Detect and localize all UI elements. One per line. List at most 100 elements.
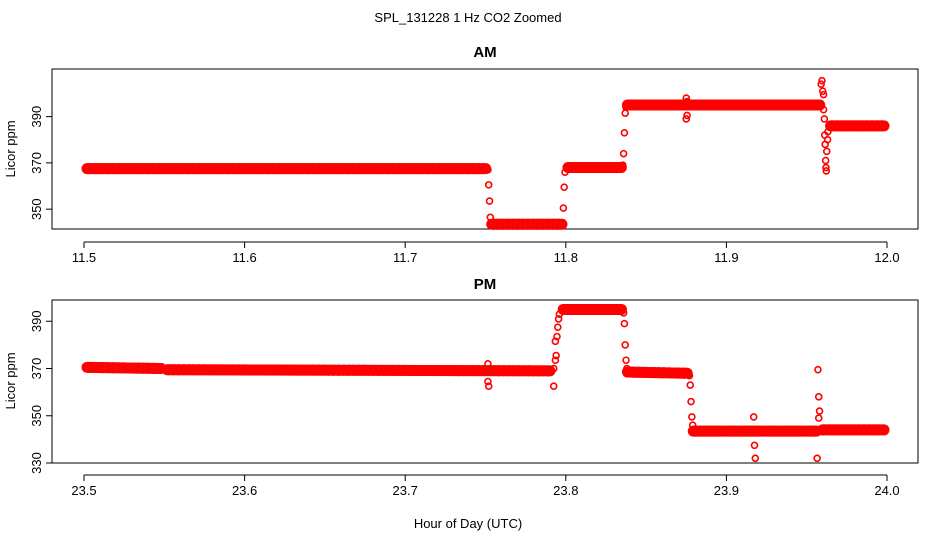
am-data-point <box>683 111 691 120</box>
am-data-point <box>622 103 630 112</box>
am-x-tick-label: 11.5 <box>72 250 96 265</box>
pm-data-point <box>813 454 821 463</box>
pm-panel: PM 23.5 23.6 23.7 23.8 23.9 24.0 330 350 370 390… <box>3 276 919 498</box>
pm-y-tick-label: 390 <box>29 310 44 332</box>
pm-y-axis-label: Licor ppm <box>3 352 18 409</box>
pm-data-point <box>685 371 694 380</box>
am-data-point <box>484 166 492 174</box>
am-y-axis: 350 370 390 <box>29 106 53 220</box>
am-x-axis: 11.5 11.6 11.7 11.8 11.9 12.0 <box>72 241 900 265</box>
pm-data-point <box>549 382 558 391</box>
am-x-tick-label: 11.8 <box>554 250 578 265</box>
pm-series-plateau <box>81 361 167 375</box>
am-y-tick-label: 350 <box>29 198 44 220</box>
am-data-point <box>822 147 831 156</box>
pm-x-axis: 23.5 23.6 23.7 23.8 23.9 24.0 <box>71 474 900 498</box>
am-data-point <box>561 168 569 176</box>
pm-data-point <box>750 441 759 450</box>
pm-data-point <box>749 413 758 421</box>
pm-data-point <box>484 359 492 368</box>
am-data-point <box>683 97 691 106</box>
am-y-axis-label: Licor ppm <box>3 120 18 177</box>
pm-x-tick-label: 23.8 <box>553 483 578 498</box>
am-data-point <box>817 80 825 88</box>
am-data-layer <box>81 76 890 230</box>
pm-x-tick-label: 23.5 <box>71 483 96 498</box>
pm-data-point <box>554 315 563 323</box>
pm-data-point <box>688 413 696 421</box>
am-panel-title: AM <box>473 44 496 61</box>
pm-data-point <box>484 377 492 386</box>
pm-data-point <box>549 364 558 373</box>
pm-data-point <box>814 365 822 374</box>
am-data-point <box>487 219 495 227</box>
pm-data-point <box>484 368 493 376</box>
pm-data-point <box>552 351 560 360</box>
am-data-point <box>818 87 827 95</box>
pm-data-point <box>619 309 628 317</box>
pm-data-point <box>623 364 631 373</box>
am-data-point <box>823 135 832 144</box>
pm-y-tick-label: 330 <box>29 452 44 474</box>
pm-data-layer <box>81 303 890 463</box>
am-data-point <box>820 115 829 123</box>
am-data-point <box>620 129 629 137</box>
am-x-tick-label: 11.6 <box>232 250 256 265</box>
am-data-point <box>819 90 828 99</box>
am-data-point <box>485 197 494 205</box>
pm-series-plateau-edge <box>167 374 550 377</box>
pm-data-point <box>622 356 630 365</box>
am-data-point <box>619 149 628 158</box>
pm-data-point <box>551 356 560 365</box>
am-data-point <box>619 161 627 169</box>
pm-data-point <box>686 381 695 389</box>
pm-data-point <box>484 382 493 391</box>
pm-y-tick-label: 350 <box>29 405 44 427</box>
pm-series-plateau <box>621 366 693 379</box>
am-data-point <box>822 163 830 172</box>
am-y-tick-label: 390 <box>29 106 44 128</box>
am-y-tick-label: 370 <box>29 152 44 174</box>
am-x-tick-label: 12.0 <box>874 250 899 265</box>
pm-data-point <box>815 407 824 415</box>
pm-data-point <box>621 341 630 349</box>
pm-data-point <box>555 310 564 318</box>
am-data-point <box>821 156 830 165</box>
pm-series-plateau-edge <box>167 364 550 367</box>
am-data-point <box>484 181 493 189</box>
am-data-point <box>559 204 568 212</box>
am-data-point <box>819 105 828 114</box>
pm-series-plateau-edge <box>86 361 162 365</box>
am-data-point <box>824 127 832 136</box>
pm-series-plateau-edge <box>86 371 162 375</box>
am-data-point <box>682 115 691 123</box>
am-data-point <box>682 94 691 102</box>
am-data-point <box>822 167 831 175</box>
pm-data-point <box>553 332 561 341</box>
pm-data-point <box>688 421 697 430</box>
pm-x-tick-label: 23.7 <box>393 483 418 498</box>
am-x-tick-label: 11.9 <box>714 250 738 265</box>
am-x-tick-label: 11.7 <box>393 250 417 265</box>
am-data-point <box>560 183 568 191</box>
am-data-point <box>558 219 567 227</box>
pm-data-point <box>751 454 760 463</box>
pm-data-point <box>553 323 562 331</box>
pm-data-point <box>620 319 629 328</box>
pm-data-point <box>814 414 823 422</box>
pm-y-tick-label: 370 <box>29 358 44 380</box>
x-axis-label: Hour of Day (UTC) <box>414 516 522 531</box>
pm-y-axis: 330 350 370 390 <box>29 310 53 474</box>
am-panel: AM 11.5 11.6 11.7 11.8 11.9 12.0 350 370 390 Li… <box>3 44 919 265</box>
pm-data-point <box>814 393 823 401</box>
pm-x-tick-label: 23.6 <box>232 483 257 498</box>
figure-title: SPL_131228 1 Hz CO2 Zoomed <box>374 10 561 25</box>
pm-x-tick-label: 23.9 <box>714 483 739 498</box>
pm-series-plateau <box>161 364 556 377</box>
am-data-point <box>818 76 826 85</box>
pm-x-tick-label: 24.0 <box>874 483 899 498</box>
pm-data-point <box>687 397 695 406</box>
pm-panel-title: PM <box>474 276 497 293</box>
